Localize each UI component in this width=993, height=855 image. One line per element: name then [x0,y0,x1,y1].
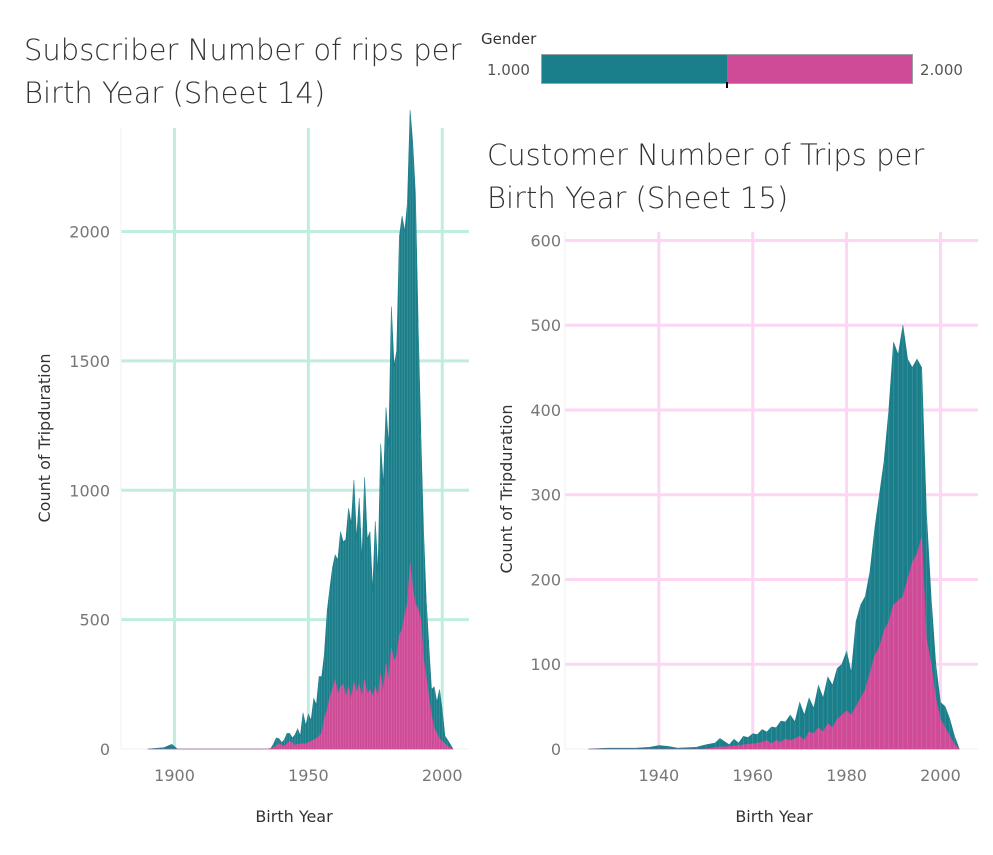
x-tick-label: 1940 [639,766,680,785]
x-tick-label: 2000 [422,766,463,785]
y-tick-label: 500 [530,316,561,335]
legend-max-label: 2.000 [920,61,963,79]
chart-title-subscriber: Subscriber Number of rips per Birth Year… [24,33,462,110]
legend-marker [726,82,728,88]
y-tick-label: 100 [530,655,561,674]
y-tick-label: 0 [100,740,110,759]
x-axis-title: Birth Year [735,807,813,826]
legend-swatch-2 [727,55,912,83]
x-tick-label: 1950 [288,766,329,785]
y-tick-label: 300 [530,486,561,505]
legend-min-label: 1.000 [487,61,530,79]
legend-swatch-1 [542,55,727,83]
area-series-gender-2 [147,562,454,750]
y-tick-label: 500 [79,611,110,630]
y-tick-label: 600 [530,231,561,250]
x-axis-title: Birth Year [255,807,333,826]
y-tick-label: 2000 [69,223,110,242]
area-series-gender-1 [147,109,454,750]
x-tick-label: 1980 [826,766,867,785]
area-series-gender-1 [588,325,960,750]
y-tick-label: 200 [530,570,561,589]
y-tick-label: 0 [551,740,561,759]
chart-title-customer: Customer Number of Trips per Birth Year … [487,138,925,215]
y-axis-title: Count of Tripduration [497,404,516,573]
x-tick-label: 2000 [920,766,961,785]
y-tick-label: 1000 [69,481,110,500]
x-tick-label: 1900 [154,766,195,785]
y-tick-label: 1500 [69,352,110,371]
y-tick-label: 400 [530,401,561,420]
legend-title: Gender [481,30,537,48]
x-tick-label: 1960 [732,766,773,785]
area-series-gender-2 [588,537,961,750]
y-axis-title: Count of Tripduration [35,353,54,522]
gender-color-legend: Gender 1.000 2.000 [478,28,978,88]
